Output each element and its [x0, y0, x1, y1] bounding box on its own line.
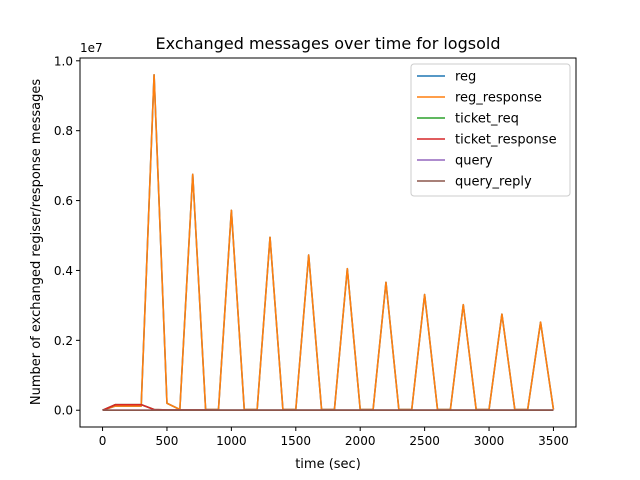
x-tick-label: 3500 [538, 434, 569, 448]
legend-box [410, 63, 571, 197]
y-offset-label: 1e7 [80, 41, 103, 55]
plot-frame [79, 57, 577, 428]
legend-entry: ticket_req [455, 112, 519, 127]
x-axis-label: time (sec) [295, 457, 361, 472]
legend-entry: ticket_response [455, 133, 557, 148]
legend-entry: reg [455, 70, 476, 85]
y-tick-label: 0.2 [54, 334, 73, 348]
y-axis: 0.0 0.2 0.4 0.6 0.8 1.0 [54, 54, 80, 418]
y-tick-label: 1.0 [54, 54, 73, 68]
x-axis: 0 500 1000 1500 2000 2500 3000 3500 [99, 427, 569, 448]
x-tick-label: 1500 [281, 434, 312, 448]
chart-title: Exchanged messages over time for logsold [156, 34, 501, 53]
y-axis-label: Number of exchanged regiser/response mes… [29, 79, 44, 405]
x-tick-label: 500 [156, 434, 179, 448]
y-tick-label: 0.4 [54, 264, 73, 278]
legend-entry: query_reply [455, 175, 532, 190]
x-tick-label: 3000 [474, 434, 505, 448]
legend: reg reg_response ticket_req ticket_response… [410, 63, 571, 197]
y-tick-label: 0.0 [54, 404, 73, 418]
x-tick-label: 2500 [409, 434, 440, 448]
x-tick-label: 0 [99, 434, 107, 448]
y-tick-label: 0.8 [54, 124, 73, 138]
legend-entry: query [455, 154, 493, 169]
x-tick-label: 2000 [345, 434, 376, 448]
x-tick-label: 1000 [216, 434, 247, 448]
y-tick-label: 0.6 [54, 194, 73, 208]
series-layer [102, 73, 555, 412]
legend-entry: reg_response [455, 91, 542, 106]
